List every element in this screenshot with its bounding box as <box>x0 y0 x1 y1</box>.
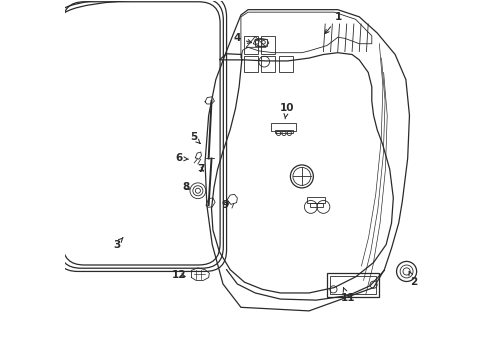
Text: 5: 5 <box>189 132 200 144</box>
Bar <box>329 276 376 294</box>
Bar <box>244 36 258 54</box>
Text: 1: 1 <box>325 12 342 33</box>
Text: 3: 3 <box>113 238 122 249</box>
Text: 12: 12 <box>172 270 186 280</box>
Bar <box>306 197 325 203</box>
Text: 8: 8 <box>183 182 190 192</box>
Bar <box>260 36 274 54</box>
Bar <box>244 56 258 72</box>
Bar <box>309 203 322 207</box>
Text: 4: 4 <box>233 33 251 43</box>
Text: 10: 10 <box>279 103 293 119</box>
Bar <box>260 56 274 72</box>
Text: 11: 11 <box>340 288 354 303</box>
Bar <box>271 123 296 131</box>
Bar <box>274 130 292 134</box>
Text: 7: 7 <box>197 164 204 174</box>
Text: 2: 2 <box>408 271 417 287</box>
Text: 9: 9 <box>221 200 228 210</box>
Bar <box>326 273 378 297</box>
Text: 6: 6 <box>175 153 188 163</box>
Bar <box>254 39 267 45</box>
Bar <box>278 56 292 72</box>
